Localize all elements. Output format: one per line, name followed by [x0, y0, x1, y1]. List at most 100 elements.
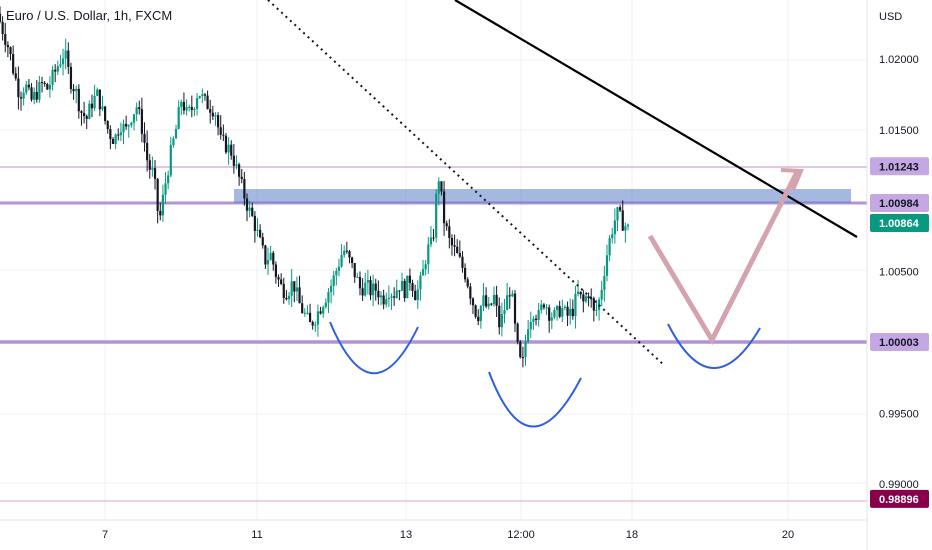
candle-body: [14, 73, 17, 79]
candle: [298, 275, 301, 304]
candle-body: [337, 266, 341, 271]
resistance-zone[interactable]: [234, 189, 851, 203]
candle: [148, 153, 151, 179]
candle-body: [264, 245, 267, 265]
candle: [227, 137, 230, 165]
candle-body: [416, 289, 419, 301]
candle-body: [80, 111, 83, 113]
candle: [427, 236, 430, 275]
candle-body: [167, 175, 170, 184]
candle-body: [374, 283, 377, 291]
candle: [424, 260, 427, 276]
candle-body: [272, 252, 275, 265]
price-label: 0.98896: [870, 489, 929, 508]
candle: [119, 122, 122, 142]
candle: [101, 95, 104, 112]
candle: [169, 136, 172, 178]
candle: [156, 177, 159, 224]
candle: [174, 124, 178, 139]
candle-body: [600, 289, 603, 300]
candle-body: [251, 207, 254, 216]
candle-body: [203, 94, 207, 96]
candle-body: [508, 295, 511, 297]
candle-body: [104, 106, 107, 121]
candle-body: [534, 318, 538, 320]
candle: [487, 296, 490, 310]
candle: [319, 306, 322, 315]
candle: [343, 245, 346, 258]
price-label: 1.01243: [870, 157, 929, 176]
candle-body: [153, 168, 157, 179]
candle: [177, 100, 180, 130]
candle: [421, 260, 425, 276]
dotted-trendline[interactable]: [267, 0, 666, 367]
candle-body: [40, 81, 44, 83]
candle-body: [356, 277, 359, 279]
candle: [605, 244, 609, 282]
candle-body: [185, 107, 188, 111]
candle-body: [164, 183, 167, 195]
candle: [6, 41, 9, 58]
candle: [461, 251, 464, 273]
candle: [485, 287, 488, 309]
candle-body: [424, 264, 427, 270]
candle: [516, 322, 519, 345]
candle: [243, 171, 246, 206]
candle-body: [106, 120, 109, 130]
candle-body: [130, 122, 133, 126]
projection-arrow[interactable]: [647, 170, 800, 346]
candle-body: [529, 322, 532, 330]
candle-body: [72, 89, 75, 92]
candle: [351, 256, 354, 269]
candle-body: [90, 103, 94, 109]
candle: [98, 89, 101, 117]
candle-body: [280, 279, 283, 284]
right-shoulder-curve[interactable]: [667, 323, 761, 369]
left-shoulder-curve[interactable]: [329, 321, 419, 375]
candle-body: [67, 50, 70, 67]
candle: [621, 200, 624, 231]
candle-body: [111, 139, 115, 144]
price-label-text: 1.01243: [879, 161, 919, 173]
candle-body: [159, 210, 162, 216]
candle-body: [343, 250, 346, 256]
candle: [132, 113, 136, 131]
candle-body: [232, 155, 235, 166]
candle-body: [174, 128, 178, 139]
candle-body: [395, 290, 398, 298]
candle: [51, 65, 54, 91]
candle: [592, 296, 595, 322]
candle-body: [498, 305, 501, 328]
candle: [80, 110, 83, 126]
candle-body: [456, 246, 459, 254]
candle: [587, 292, 590, 307]
candle: [35, 80, 38, 103]
candle-body: [611, 234, 614, 239]
candle-body: [372, 283, 375, 296]
candle-body: [403, 280, 406, 299]
descending-trendline[interactable]: [454, 0, 858, 238]
candle-body: [88, 103, 91, 119]
candle-body: [414, 290, 417, 301]
candle-body: [222, 134, 225, 136]
candle: [364, 272, 367, 297]
head-curve[interactable]: [488, 371, 582, 428]
x-axis-ticks[interactable]: 7 11 13 12:00 18 20: [102, 529, 794, 541]
candle-body: [495, 294, 498, 306]
candle-body: [584, 296, 588, 302]
candle: [555, 304, 559, 321]
candle-body: [219, 127, 222, 135]
candle: [138, 100, 141, 115]
candles: [0, 6, 630, 368]
candle-body: [114, 134, 117, 144]
candle-body: [148, 160, 151, 170]
candle: [466, 277, 469, 289]
candle: [340, 243, 343, 268]
candle-body: [490, 303, 493, 305]
candle-body: [48, 84, 52, 90]
price-labels: 1.01243 1.00984 1.00864 1.00003 0.98896: [870, 157, 929, 508]
candle: [282, 277, 285, 304]
candle-body: [59, 64, 62, 67]
y-axis-ticks[interactable]: 1.02000 1.01500 1.00500 0.99500 0.99000: [879, 54, 919, 491]
